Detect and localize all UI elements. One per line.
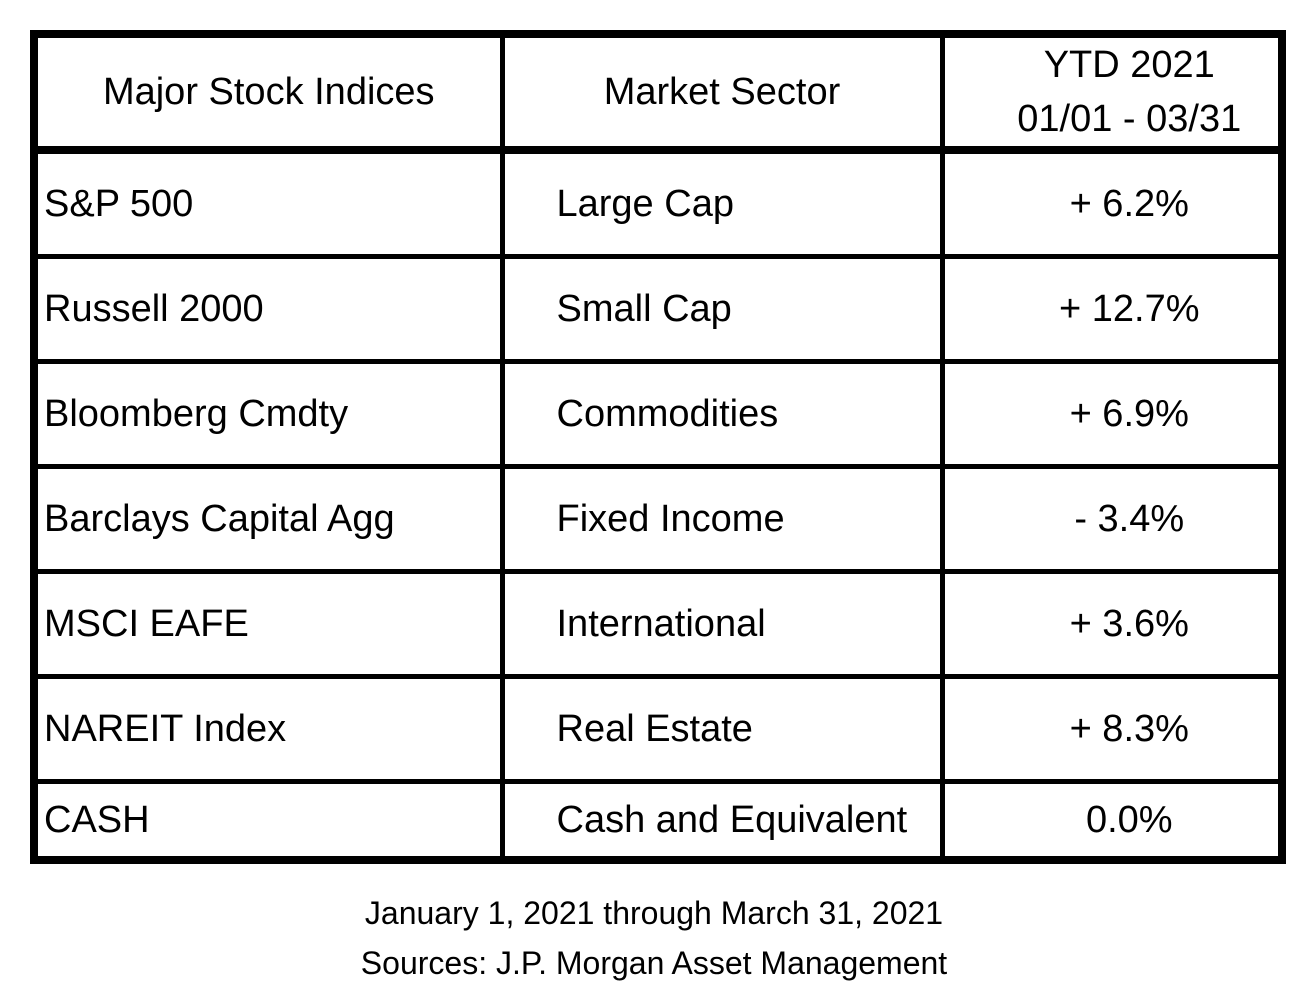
index-name-cell: MSCI EAFE — [31, 569, 505, 679]
sector-cell: Fixed Income — [499, 464, 945, 574]
table-row: Bloomberg Cmdty Commodities + 6.9% — [31, 359, 1285, 469]
table-row: CASH Cash and Equivalent 0.0% — [31, 779, 1285, 863]
ytd-value-cell: + 6.9% — [939, 359, 1285, 469]
header-row: Major Stock Indices Market Sector YTD 20… — [31, 31, 1285, 154]
ytd-value-cell: - 3.4% — [939, 464, 1285, 574]
index-name-cell: CASH — [31, 779, 505, 863]
sector-cell: International — [499, 569, 945, 679]
index-name-cell: S&P 500 — [31, 147, 505, 259]
sector-cell: Small Cap — [499, 254, 945, 364]
col-header-sector: Market Sector — [499, 31, 945, 154]
sector-cell: Commodities — [499, 359, 945, 469]
ytd-value-cell: + 8.3% — [939, 674, 1285, 784]
col-header-ytd: YTD 2021 01/01 - 03/31 — [939, 31, 1285, 154]
table-row: S&P 500 Large Cap + 6.2% — [31, 147, 1285, 259]
ytd-value-cell: 0.0% — [939, 779, 1285, 863]
ytd-value-cell: + 3.6% — [939, 569, 1285, 679]
performance-table: Major Stock Indices Market Sector YTD 20… — [30, 30, 1286, 864]
table-row: Barclays Capital Agg Fixed Income - 3.4% — [31, 464, 1285, 574]
col-header-indices: Major Stock Indices — [31, 31, 505, 154]
table-row: Russell 2000 Small Cap + 12.7% — [31, 254, 1285, 364]
ytd-header-line2: 01/01 - 03/31 — [1017, 98, 1242, 140]
ytd-header-line1: YTD 2021 — [1043, 44, 1215, 86]
table-row: NAREIT Index Real Estate + 8.3% — [31, 674, 1285, 784]
ytd-value-cell: + 12.7% — [939, 254, 1285, 364]
index-name-cell: Russell 2000 — [31, 254, 505, 364]
table-footnotes: January 1, 2021 through March 31, 2021 S… — [30, 888, 1278, 988]
footer-source: Sources: J.P. Morgan Asset Management — [360, 945, 948, 981]
sector-cell: Large Cap — [499, 147, 945, 259]
ytd-value-cell: + 6.2% — [939, 147, 1285, 259]
index-name-cell: Bloomberg Cmdty — [31, 359, 505, 469]
table-row: MSCI EAFE International + 3.6% — [31, 569, 1285, 679]
index-name-cell: NAREIT Index — [31, 674, 505, 784]
sector-cell: Cash and Equivalent — [499, 779, 945, 863]
sector-cell: Real Estate — [499, 674, 945, 784]
footer-period: January 1, 2021 through March 31, 2021 — [364, 895, 944, 931]
index-name-cell: Barclays Capital Agg — [31, 464, 505, 574]
